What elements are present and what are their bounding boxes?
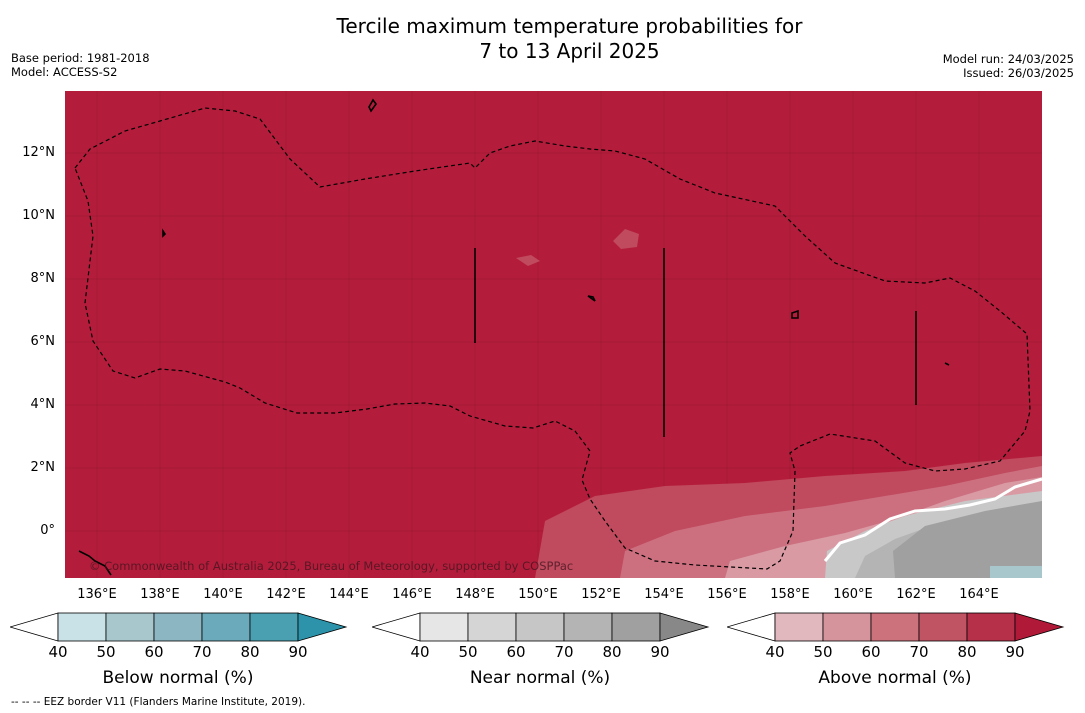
probability-map: © Commonwealth of Australia 2025, Bureau…	[65, 91, 1042, 578]
cbar-near-tick-70: 70	[554, 643, 574, 661]
eez-border	[74, 107, 1031, 570]
cbar-near-seg-0	[372, 612, 421, 642]
cbar-below-tick-80: 80	[240, 643, 260, 661]
colorbar-above-label: Above normal (%)	[818, 668, 972, 688]
base-period: Base period: 1981-2018	[11, 51, 150, 65]
cbar-above-seg-4	[918, 612, 968, 642]
pale-patch-small	[516, 255, 540, 266]
cbar-above-seg-2	[822, 612, 872, 642]
title-line-2: 7 to 13 April 2025	[479, 39, 660, 63]
cbar-near-seg-6	[659, 612, 710, 642]
y-tick-6n: 6°N	[30, 334, 56, 349]
cbar-near-seg-1	[419, 612, 469, 642]
x-tick-140e: 140°E	[203, 587, 243, 602]
cbar-below-seg-5	[249, 612, 299, 642]
x-tick-154e: 154°E	[644, 587, 684, 602]
x-tick-146e: 146°E	[392, 587, 432, 602]
cbar-below-tick-60: 60	[144, 643, 164, 661]
model-name: Model: ACCESS-S2	[11, 65, 118, 79]
cbar-near-seg-4	[563, 612, 613, 642]
cbar-above-tick-80: 80	[957, 643, 977, 661]
pale-patch	[613, 229, 639, 249]
cbar-above-tick-90: 90	[1005, 643, 1025, 661]
x-tick-142e: 142°E	[266, 587, 306, 602]
cbar-above-tick-60: 60	[861, 643, 881, 661]
x-tick-136e: 136°E	[77, 587, 117, 602]
y-tick-12n: 12°N	[22, 145, 55, 160]
x-tick-156e: 156°E	[707, 587, 747, 602]
cbar-below-seg-4	[201, 612, 251, 642]
x-tick-148e: 148°E	[455, 587, 495, 602]
meta-left: Base period: 1981-2018 Model: ACCESS-S2	[11, 51, 150, 79]
cbar-near-tick-90: 90	[650, 643, 670, 661]
model-run: Model run: 24/03/2025	[942, 52, 1074, 66]
white-contour	[823, 477, 1042, 562]
map-svg	[65, 91, 1042, 578]
islands	[78, 98, 950, 576]
cbar-below-seg-2	[105, 612, 155, 642]
below-normal-region	[990, 566, 1042, 578]
colorbar-near-normal	[372, 612, 710, 642]
cbar-below-tick-70: 70	[192, 643, 212, 661]
cbar-above-tick-40: 40	[765, 643, 785, 661]
eez-footnote: -- -- -- EEZ border V11 (Flanders Marine…	[11, 696, 306, 708]
cbar-near-seg-2	[467, 612, 517, 642]
colorbar-above-normal	[727, 612, 1065, 642]
x-tick-160e: 160°E	[833, 587, 873, 602]
x-tick-150e: 150°E	[518, 587, 558, 602]
cbar-above-seg-6	[1014, 612, 1065, 642]
cbar-near-tick-40: 40	[410, 643, 430, 661]
y-tick-8n: 8°N	[30, 271, 56, 286]
y-tick-2n: 2°N	[30, 460, 56, 475]
cbar-below-seg-6	[297, 612, 348, 642]
cbar-above-seg-3	[870, 612, 920, 642]
cbar-below-seg-0	[10, 612, 59, 642]
map-title: Tercile maximum temperature probabilitie…	[0, 14, 1085, 64]
x-tick-152e: 152°E	[581, 587, 621, 602]
y-tick-4n: 4°N	[30, 397, 56, 412]
x-tick-138e: 138°E	[140, 587, 180, 602]
colorbar-near-label: Near normal (%)	[469, 668, 611, 688]
cbar-above-tick-70: 70	[909, 643, 929, 661]
x-tick-164e: 164°E	[959, 587, 999, 602]
cbar-below-tick-90: 90	[288, 643, 308, 661]
y-tick-0: 0°	[40, 523, 55, 538]
colorbar-below-normal	[10, 612, 348, 642]
copyright-watermark: © Commonwealth of Australia 2025, Bureau…	[89, 559, 574, 573]
x-tick-162e: 162°E	[896, 587, 936, 602]
meta-right: Model run: 24/03/2025 Issued: 26/03/2025	[943, 52, 1074, 80]
cbar-near-tick-80: 80	[602, 643, 622, 661]
cbar-below-tick-50: 50	[96, 643, 116, 661]
issued-date: Issued: 26/03/2025	[963, 66, 1074, 80]
cbar-above-seg-5	[966, 612, 1016, 642]
x-tick-144e: 144°E	[329, 587, 369, 602]
colorbar-below-label: Below normal (%)	[102, 668, 254, 688]
cbar-below-seg-3	[153, 612, 203, 642]
cbar-near-seg-3	[515, 612, 565, 642]
cbar-above-tick-50: 50	[813, 643, 833, 661]
cbar-below-tick-40: 40	[48, 643, 68, 661]
title-line-1: Tercile maximum temperature probabilitie…	[336, 14, 803, 38]
cbar-near-seg-5	[611, 612, 661, 642]
cbar-above-seg-1	[774, 612, 824, 642]
near-normal-80-region	[893, 501, 1042, 578]
x-tick-158e: 158°E	[770, 587, 810, 602]
cbar-below-seg-1	[57, 612, 107, 642]
cbar-above-seg-0	[727, 612, 776, 642]
y-tick-10n: 10°N	[22, 208, 55, 223]
cbar-near-tick-60: 60	[506, 643, 526, 661]
cbar-near-tick-50: 50	[458, 643, 478, 661]
